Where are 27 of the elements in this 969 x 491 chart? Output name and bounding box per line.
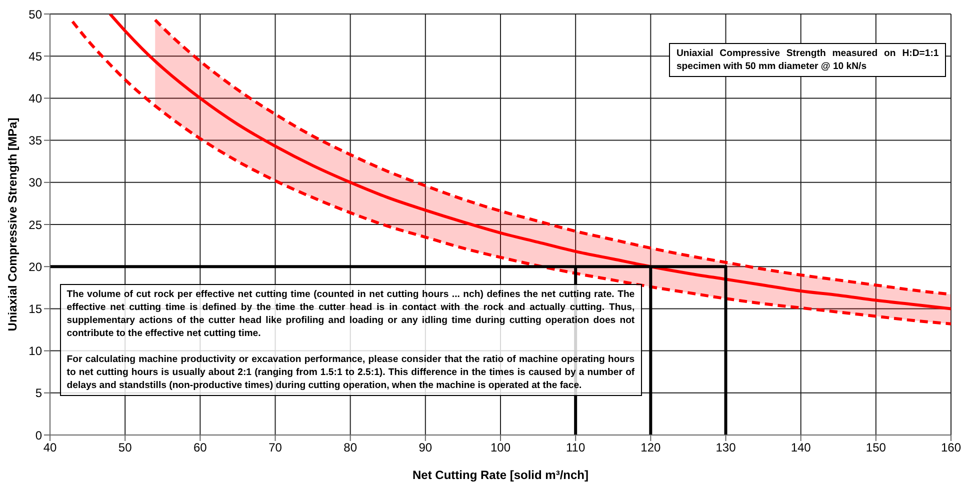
- y-tick-label: 10: [28, 344, 42, 358]
- y-tick-label: 5: [35, 386, 42, 400]
- x-tick-label: 150: [866, 440, 886, 455]
- y-tick-label: 30: [28, 176, 42, 190]
- x-tick-label: 140: [790, 440, 812, 455]
- y-tick-label: 45: [28, 49, 42, 64]
- y-axis-title: Uniaxial Compressive Strength [MPa]: [5, 118, 20, 332]
- x-tick-label: 110: [566, 440, 586, 455]
- annotation: Uniaxial Compressive Strength measured on H:D=1:1 specimen with 50 mm diameter @ 10 kN/s: [669, 43, 946, 78]
- x-tick-label: 70: [268, 440, 282, 455]
- x-tick-label: 60: [193, 440, 208, 455]
- y-tick-label: 0: [35, 428, 42, 442]
- x-tick-label: 120: [640, 440, 661, 455]
- x-tick-label: 50: [118, 440, 132, 455]
- y-tick-label: 35: [28, 134, 42, 148]
- x-tick-label: 90: [418, 440, 432, 455]
- x-axis-title: Net Cutting Rate [solid m³/nch]: [412, 468, 588, 482]
- y-tick-label: 20: [28, 260, 42, 274]
- y-tick-label: 40: [28, 91, 42, 106]
- y-tick-label: 50: [28, 7, 42, 22]
- x-tick-label: 160: [940, 440, 962, 455]
- y-tick-label: 25: [28, 218, 42, 232]
- y-tick-label: 15: [28, 302, 42, 316]
- text: The volume of cut rock per effective net cutting time (counted in net cutting hours ... nch) defines the net cutting rate. The effective net cutting time is defined by the time the cutter head is in contact with the rock and actually cutting. Thus, supplementary actions of the cutter head like profiling and loading or any idling time during cutting operation does not contribute to the effective net cutting time. For calculating machine productivity or excavation performance, please consider that the ratio of machine operating hours to net cutting hours is usually about 2:1 (ranging from 1.5:1 to 2.5:1). This difference in the times is caused by a number of delays and standstills (non-productive times) during cutting operation, when the machine is operated at the face.: [66, 289, 635, 392]
- x-tick-label: 80: [344, 440, 358, 455]
- x-tick-label: 130: [716, 440, 736, 455]
- x-tick-label: 100: [490, 440, 511, 455]
